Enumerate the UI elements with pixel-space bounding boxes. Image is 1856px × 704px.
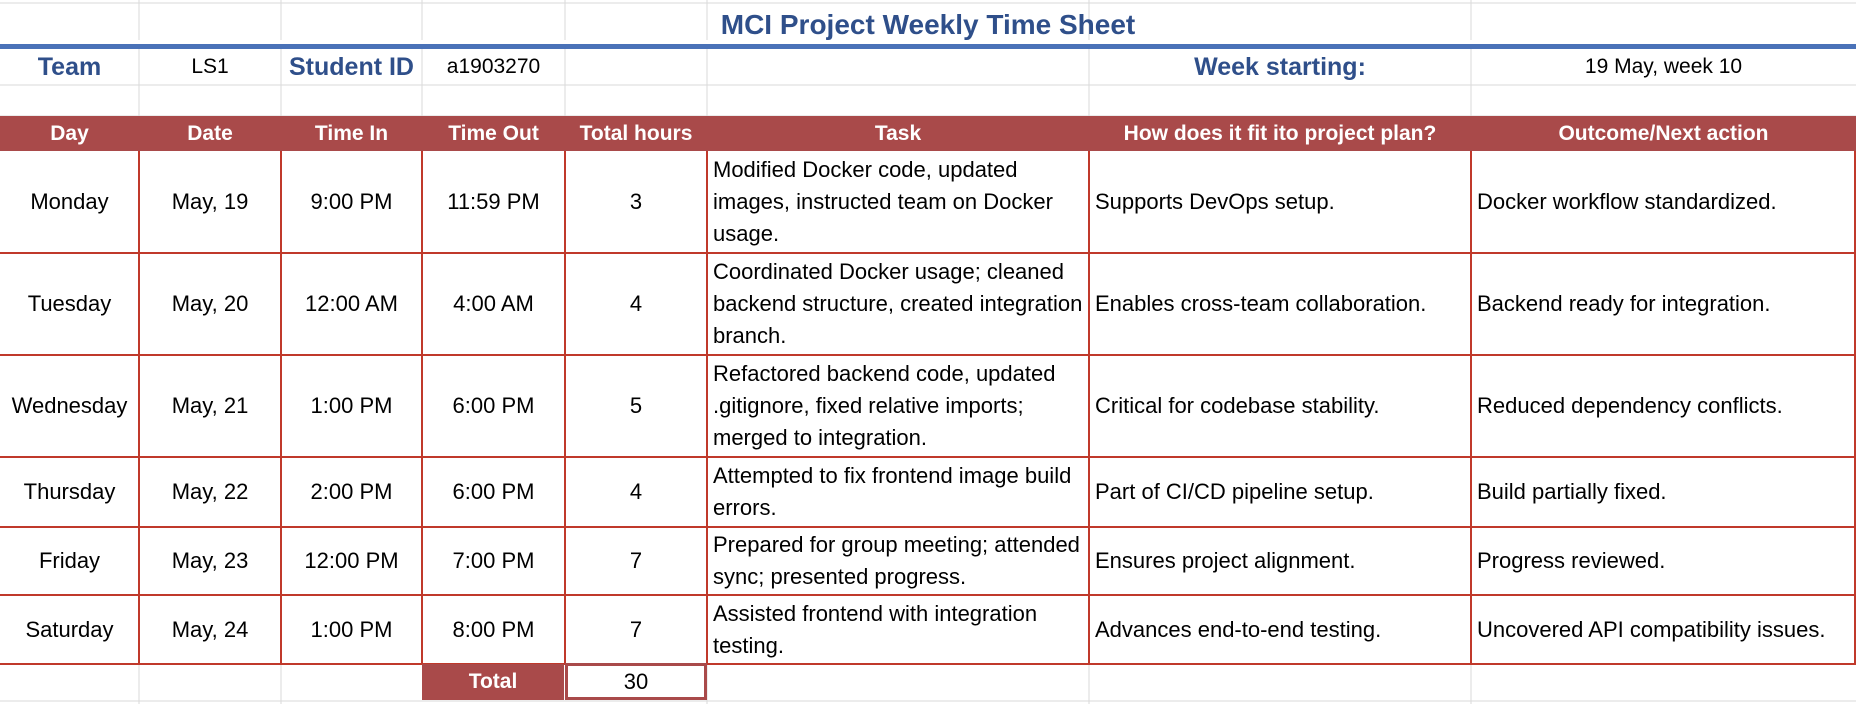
cell-day[interactable]: Saturday xyxy=(25,616,114,642)
cell-project-fit[interactable]: Ensures project alignment. xyxy=(1095,548,1356,573)
cell-time-in[interactable]: 12:00 AM xyxy=(305,291,398,316)
cell-outcome[interactable]: Reduced dependency conflicts. xyxy=(1477,393,1783,418)
header-project-fit: How does it fit ito project plan? xyxy=(1089,116,1471,151)
cell-date[interactable]: May, 24 xyxy=(171,616,249,642)
cell-time-out[interactable]: 4:00 AM xyxy=(453,291,534,316)
cell-outcome[interactable]: Docker workflow standardized. xyxy=(1477,189,1777,214)
header-task: Task xyxy=(707,116,1089,151)
cell-outcome[interactable]: Backend ready for integration. xyxy=(1477,291,1771,316)
cell-date[interactable]: May, 20 xyxy=(171,291,249,316)
cell-hours[interactable]: 7 xyxy=(629,548,643,573)
team-value[interactable]: LS1 xyxy=(191,55,229,78)
header-total-hours: Total hours xyxy=(565,116,707,151)
cell-time-out[interactable]: 11:59 PM xyxy=(447,189,540,214)
cell-task[interactable]: Attempted to fix frontend image build er… xyxy=(713,463,1072,520)
total-hours-value[interactable]: 30 xyxy=(565,663,707,700)
table-border xyxy=(1470,151,1472,664)
header-date: Date xyxy=(139,116,281,151)
cell-time-in[interactable]: 9:00 PM xyxy=(310,189,393,214)
cell-time-in[interactable]: 1:00 PM xyxy=(310,393,393,418)
team-label: Team xyxy=(37,52,102,81)
cell-time-out[interactable]: 6:00 PM xyxy=(452,479,535,504)
table-border xyxy=(0,252,1856,254)
cell-day[interactable]: Monday xyxy=(30,189,109,214)
cell-project-fit[interactable]: Supports DevOps setup. xyxy=(1095,189,1335,214)
cell-time-out[interactable]: 8:00 PM xyxy=(452,616,535,642)
cell-project-fit[interactable]: Enables cross-team collaboration. xyxy=(1095,291,1427,316)
cell-date[interactable]: May, 21 xyxy=(171,393,249,418)
cell-date[interactable]: May, 19 xyxy=(171,189,249,214)
header-outcome: Outcome/Next action xyxy=(1471,116,1856,151)
cell-date[interactable]: May, 23 xyxy=(171,548,249,573)
table-border xyxy=(1088,151,1090,664)
cell-outcome[interactable]: Progress reviewed. xyxy=(1477,548,1666,573)
cell-task[interactable]: Prepared for group meeting; attended syn… xyxy=(713,532,1080,589)
cell-hours[interactable]: 7 xyxy=(629,616,643,642)
cell-project-fit[interactable]: Advances end-to-end testing. xyxy=(1095,616,1382,642)
cell-task[interactable]: Refactored backend code, updated .gitign… xyxy=(713,361,1056,450)
table-border xyxy=(0,456,1856,458)
cell-time-in[interactable]: 1:00 PM xyxy=(310,616,393,642)
table-border xyxy=(421,151,423,664)
student-id-label: Student ID xyxy=(289,52,414,81)
cell-date[interactable]: May, 22 xyxy=(171,479,249,504)
table-border xyxy=(0,526,1856,528)
table-border xyxy=(0,594,1856,596)
cell-task[interactable]: Assisted frontend with integration testi… xyxy=(713,600,1038,658)
cell-project-fit[interactable]: Part of CI/CD pipeline setup. xyxy=(1095,479,1374,504)
student-id-value[interactable]: a1903270 xyxy=(446,55,541,78)
table-border xyxy=(280,151,282,664)
title-underline xyxy=(0,44,1856,49)
cell-hours[interactable]: 4 xyxy=(629,291,643,316)
table-border xyxy=(0,663,1856,665)
cell-task[interactable]: Coordinated Docker usage; cleaned backen… xyxy=(713,259,1083,348)
cell-hours[interactable]: 4 xyxy=(629,479,643,504)
table-border xyxy=(706,151,708,664)
table-border xyxy=(564,151,566,664)
cell-time-in[interactable]: 2:00 PM xyxy=(310,479,393,504)
table-border xyxy=(138,151,140,664)
cell-hours[interactable]: 5 xyxy=(629,393,643,418)
table-border xyxy=(1854,151,1856,664)
cell-time-in[interactable]: 12:00 PM xyxy=(304,548,399,573)
cell-outcome[interactable]: Build partially fixed. xyxy=(1477,479,1667,504)
cell-time-out[interactable]: 6:00 PM xyxy=(452,393,535,418)
cell-day[interactable]: Wednesday xyxy=(11,393,128,418)
cell-day[interactable]: Tuesday xyxy=(27,291,112,316)
cell-day[interactable]: Thursday xyxy=(23,479,116,504)
cell-hours[interactable]: 3 xyxy=(629,189,643,214)
sheet-title: MCI Project Weekly Time Sheet xyxy=(720,9,1136,40)
table-border xyxy=(0,354,1856,356)
week-starting-value[interactable]: 19 May, week 10 xyxy=(1584,55,1743,78)
total-label: Total xyxy=(422,664,564,700)
week-starting-label: Week starting: xyxy=(1194,52,1366,81)
cell-day[interactable]: Friday xyxy=(38,548,101,573)
cell-outcome[interactable]: Uncovered API compatibility issues. xyxy=(1477,616,1826,642)
cell-project-fit[interactable]: Critical for codebase stability. xyxy=(1095,393,1380,418)
cell-time-out[interactable]: 7:00 PM xyxy=(452,548,535,573)
header-time-out: Time Out xyxy=(422,116,565,151)
header-time-in: Time In xyxy=(281,116,422,151)
header-day: Day xyxy=(0,116,139,151)
cell-task[interactable]: Modified Docker code, updated images, in… xyxy=(713,157,1053,246)
